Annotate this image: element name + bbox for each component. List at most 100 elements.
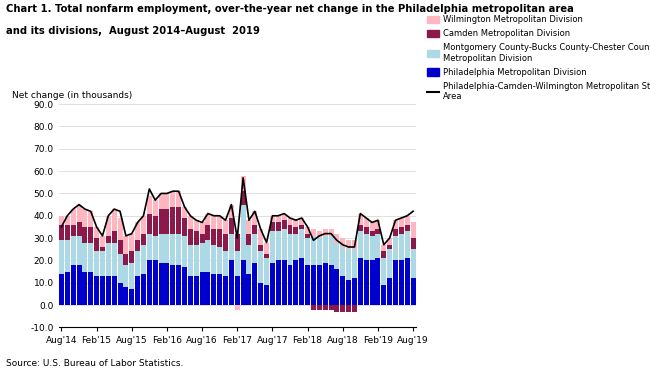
Bar — [176, 265, 181, 305]
Bar — [65, 225, 70, 240]
Bar — [217, 229, 222, 247]
Bar — [246, 234, 252, 245]
Bar — [65, 216, 70, 225]
Bar — [229, 205, 234, 218]
Bar — [387, 245, 392, 249]
Bar — [258, 229, 263, 245]
Bar — [340, 247, 345, 276]
Bar — [411, 278, 415, 305]
Bar — [346, 240, 351, 249]
Bar — [124, 265, 129, 287]
Bar — [176, 191, 181, 207]
Bar — [370, 236, 374, 260]
Bar — [211, 216, 216, 229]
Bar — [399, 234, 404, 260]
Bar — [405, 225, 410, 231]
Bar — [182, 267, 187, 305]
Bar — [276, 231, 281, 260]
Bar — [100, 247, 105, 251]
Bar — [387, 238, 392, 245]
Bar — [141, 245, 146, 274]
Bar — [106, 243, 110, 276]
Bar — [147, 234, 152, 260]
Bar — [164, 193, 170, 209]
Bar — [393, 229, 398, 236]
Bar — [200, 222, 205, 234]
Bar — [153, 216, 158, 236]
Bar — [334, 243, 339, 269]
Bar — [399, 218, 404, 227]
Text: and its divisions,  August 2014–August  2019: and its divisions, August 2014–August 20… — [6, 26, 261, 36]
Text: Net change (in thousands): Net change (in thousands) — [12, 91, 133, 100]
Bar — [211, 245, 216, 274]
Bar — [352, 278, 357, 305]
Bar — [382, 258, 386, 285]
Bar — [405, 258, 410, 305]
Bar — [71, 236, 75, 265]
Bar — [376, 258, 380, 305]
Bar — [405, 216, 410, 225]
Bar — [270, 222, 275, 231]
Bar — [334, 234, 339, 243]
Bar — [258, 251, 263, 283]
Bar — [223, 220, 228, 234]
Bar — [94, 227, 99, 238]
Bar — [346, 305, 351, 312]
Bar — [88, 272, 93, 305]
Bar — [246, 245, 252, 274]
Bar — [88, 227, 93, 243]
Bar — [317, 265, 322, 305]
Bar — [83, 243, 87, 272]
Bar — [299, 229, 304, 258]
Bar — [370, 231, 374, 236]
Bar — [387, 278, 392, 305]
Bar — [382, 251, 386, 258]
Bar — [311, 229, 316, 236]
Bar — [305, 265, 310, 305]
Bar — [217, 216, 222, 229]
Bar — [129, 289, 135, 305]
Bar — [240, 260, 246, 305]
Bar — [305, 227, 310, 234]
Bar — [358, 258, 363, 305]
Bar — [305, 238, 310, 265]
Bar — [118, 218, 123, 240]
Bar — [364, 234, 369, 260]
Bar — [264, 254, 269, 258]
Bar — [258, 283, 263, 305]
Bar — [276, 222, 281, 231]
Bar — [293, 260, 298, 305]
Bar — [352, 305, 357, 312]
Bar — [194, 220, 199, 231]
Bar — [276, 260, 281, 305]
Bar — [393, 220, 398, 229]
Bar — [235, 276, 240, 305]
Bar — [235, 305, 240, 310]
Bar — [240, 176, 246, 191]
Bar — [376, 234, 380, 258]
Bar — [393, 236, 398, 260]
Bar — [147, 196, 152, 214]
Bar — [322, 229, 328, 236]
Bar — [317, 231, 322, 238]
Bar — [88, 243, 93, 272]
Bar — [135, 251, 140, 276]
Bar — [305, 234, 310, 238]
Bar — [94, 238, 99, 251]
Bar — [200, 272, 205, 305]
Bar — [240, 191, 246, 205]
Bar — [287, 234, 292, 265]
Bar — [299, 218, 304, 225]
Bar — [83, 272, 87, 305]
Bar — [200, 234, 205, 243]
Bar — [287, 225, 292, 234]
Bar — [399, 260, 404, 305]
Bar — [71, 265, 75, 305]
Bar — [287, 218, 292, 225]
Bar — [159, 193, 164, 209]
Bar — [100, 276, 105, 305]
Bar — [106, 236, 110, 243]
Bar — [118, 254, 123, 283]
Bar — [65, 240, 70, 272]
Bar — [77, 265, 81, 305]
